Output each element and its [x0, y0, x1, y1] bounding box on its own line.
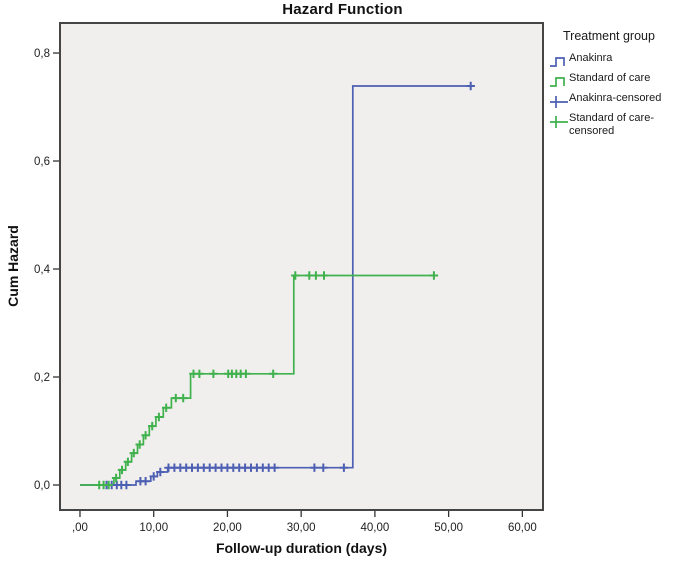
- anakinra-censor-mark: [310, 463, 319, 472]
- y-tick-label: 0,0: [34, 480, 50, 492]
- legend-entries: Anakinra Standard of care Anakinra-censore…: [549, 52, 683, 138]
- x-tick-label: 30,00: [287, 522, 316, 534]
- y-axis-title: Cum Hazard: [5, 225, 21, 307]
- legend-entry-anakinra-censored: Anakinra-censored: [549, 92, 683, 109]
- anakinra-censor-mark: [156, 467, 165, 477]
- anakinra-censor-mark: [141, 477, 150, 486]
- anakinra-censor-mark: [149, 472, 158, 481]
- standard-of-care-censor-mark: [171, 393, 180, 403]
- x-tick-label: 10,00: [139, 522, 168, 534]
- standard-of-care-censor-mark: [241, 369, 251, 378]
- anakinra-censor-mark: [270, 463, 279, 472]
- step-line-swatch-icon: [550, 57, 565, 67]
- anakinra-censor-mark: [122, 480, 131, 490]
- standard-of-care-censor-mark: [269, 369, 278, 378]
- standard-of-care-censor-mark: [319, 271, 329, 280]
- x-tick-label: 60,00: [508, 522, 537, 534]
- standard-of-care-censor-mark: [311, 271, 321, 280]
- legend-entry-anakinra: Anakinra: [549, 52, 683, 69]
- anakinra-censor-mark: [319, 463, 328, 472]
- standard-of-care-censor-mark: [141, 431, 150, 440]
- plot-area: [59, 22, 544, 511]
- censor-plus-swatch-icon: [550, 116, 568, 128]
- x-tick-label: 50,00: [434, 522, 463, 534]
- legend-entry-label: Anakinra: [569, 52, 613, 64]
- standard-of-care-censor-mark: [162, 403, 171, 412]
- x-tick-label: 40,00: [361, 522, 390, 534]
- standard-of-care-censor-mark: [117, 465, 127, 475]
- y-tick-label: 0,6: [34, 156, 50, 168]
- legend-entry-standard-of-care-censored: Standard of care-censored: [549, 112, 683, 138]
- x-tick-label: 20,00: [213, 522, 242, 534]
- x-tick-label: ,00: [72, 522, 88, 534]
- legend-entry-standard-of-care: Standard of care: [549, 72, 683, 89]
- y-tick-label: 0,4: [34, 264, 51, 276]
- anakinra-censor-mark: [466, 81, 475, 91]
- standard-of-care-censor-mark: [291, 271, 300, 280]
- standard-of-care-censor-mark: [195, 369, 204, 378]
- step-line-swatch-icon: [550, 77, 565, 87]
- x-axis-title: Follow-up duration (days): [215, 540, 388, 556]
- standard-of-care-censor-mark: [111, 473, 121, 483]
- legend-entry-label: Standard of care: [569, 72, 651, 84]
- legend: Treatment group Anakinra Standard of care…: [549, 29, 683, 141]
- anakinra-curve: [80, 85, 474, 486]
- standard-of-care-censor-mark: [179, 393, 188, 403]
- anakinra-censor-mark: [339, 463, 349, 472]
- standard-of-care-censor-mark: [129, 448, 138, 458]
- legend-entry-label: Standard of care-censored: [569, 112, 654, 137]
- standard-of-care-censor-mark: [209, 369, 218, 378]
- standard-of-care-censor-mark: [154, 412, 164, 422]
- chart-title: Hazard Function: [282, 1, 403, 18]
- legend-entry-label: Anakinra-censored: [569, 92, 662, 104]
- censor-plus-swatch-icon: [550, 96, 568, 108]
- legend-title: Treatment group: [563, 29, 655, 43]
- standard-of-care-censor-mark: [123, 457, 133, 466]
- standard-of-care-censor-mark: [104, 480, 113, 490]
- standard-of-care-censor-mark: [148, 421, 157, 431]
- standard-of-care-censor-mark: [135, 440, 144, 449]
- y-tick-label: 0,8: [34, 48, 50, 60]
- standard-of-care-censor-mark: [429, 271, 439, 280]
- y-tick-label: 0,2: [34, 372, 50, 384]
